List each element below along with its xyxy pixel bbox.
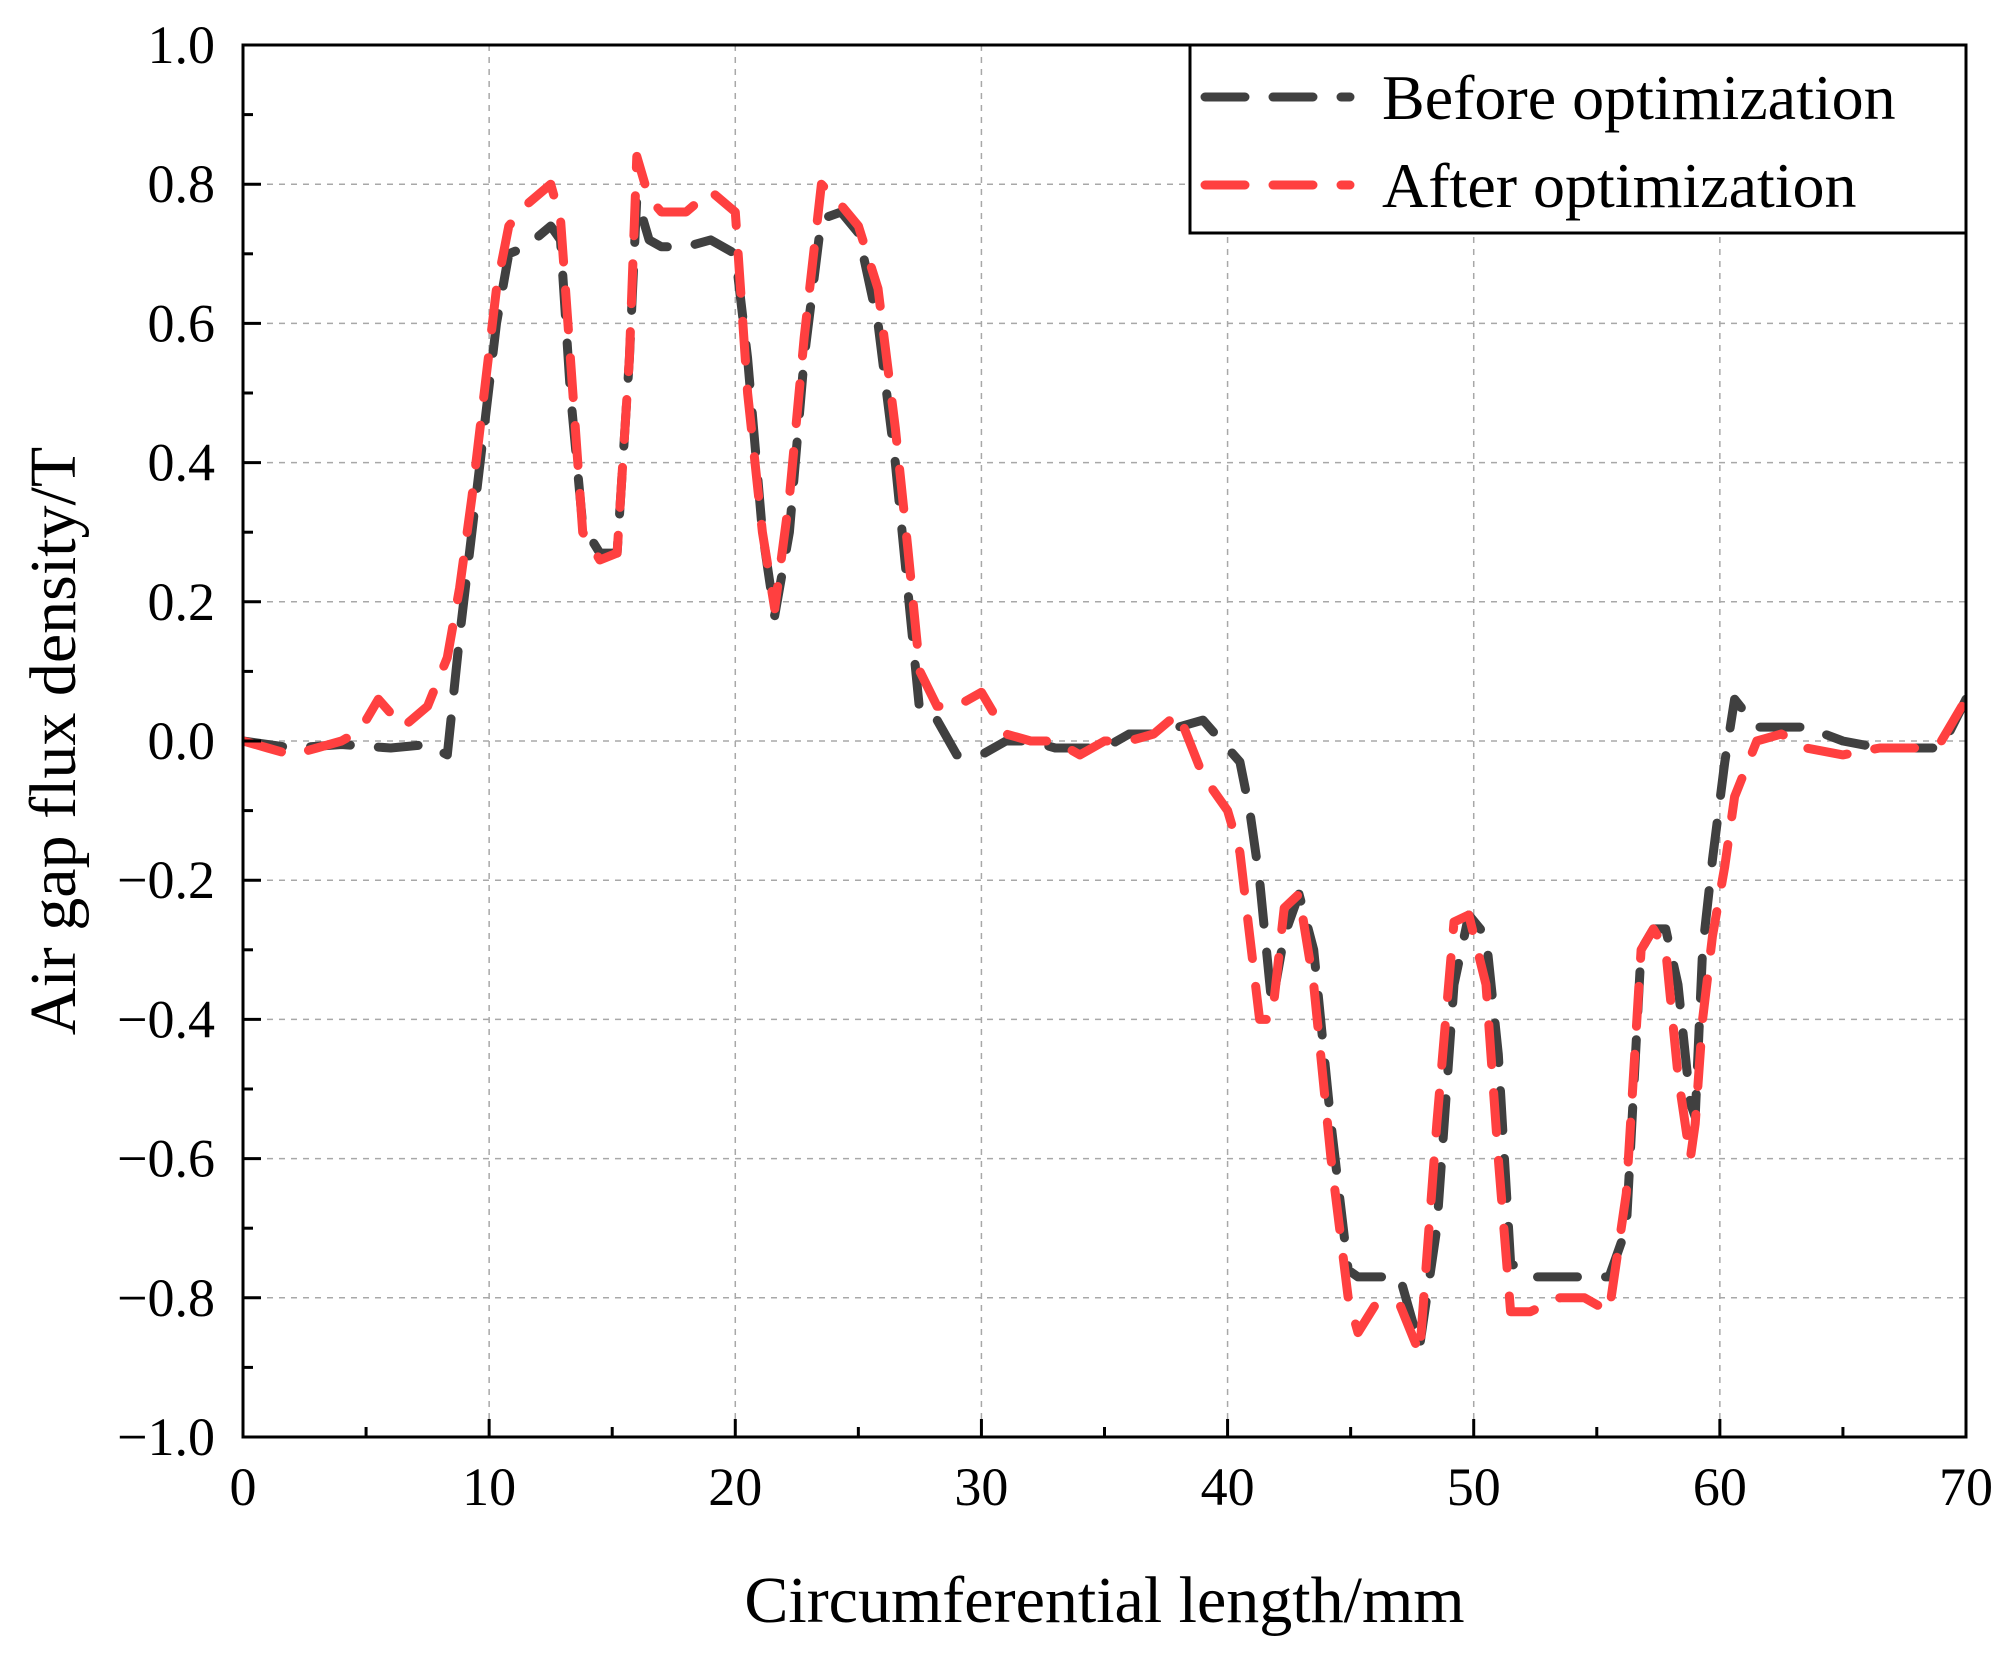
y-tick-label: 0.2 — [148, 572, 216, 632]
y-tick-label: −1.0 — [117, 1407, 215, 1467]
x-tick-label: 50 — [1447, 1457, 1501, 1517]
y-tick-label: −0.6 — [117, 1129, 215, 1189]
x-tick-label: 60 — [1693, 1457, 1747, 1517]
x-tick-label: 70 — [1939, 1457, 1993, 1517]
legend-label-before-optimization: Before optimization — [1382, 62, 1896, 133]
y-tick-label: −0.4 — [117, 989, 215, 1049]
y-tick-label: 0.8 — [148, 154, 216, 214]
axis-ticks — [241, 43, 1968, 1439]
x-tick-labels: 0 10 20 30 40 50 60 70 — [230, 1457, 1994, 1517]
y-tick-label: 1.0 — [148, 15, 216, 75]
series-line-after-optimization — [243, 151, 1966, 1358]
x-axis-title: Circumferential length/mm — [744, 1564, 1464, 1637]
plot-series — [243, 151, 1966, 1358]
y-tick-label: 0.4 — [148, 433, 216, 493]
y-tick-label: 0.0 — [148, 711, 216, 771]
x-tick-label: 0 — [230, 1457, 257, 1517]
y-tick-label: −0.8 — [117, 1268, 215, 1328]
legend-box — [1188, 43, 1968, 235]
x-tick-label: 40 — [1201, 1457, 1255, 1517]
y-tick-labels: −1.0 −0.8 −0.6 −0.4 −0.2 0.0 0.2 0.4 0.6 0.8 1.0 — [117, 15, 215, 1467]
x-tick-label: 20 — [708, 1457, 762, 1517]
legend-label-after-optimization: After optimization — [1382, 150, 1857, 221]
y-axis-title: Air gap flux density/T — [17, 447, 90, 1035]
x-tick-label: 10 — [462, 1457, 516, 1517]
y-tick-label: −0.2 — [117, 850, 215, 910]
x-tick-label: 30 — [954, 1457, 1008, 1517]
series-line-before-optimization — [243, 193, 1966, 1351]
legend: Before optimization After optimization — [1188, 43, 1968, 235]
y-tick-label: 0.6 — [148, 293, 216, 353]
